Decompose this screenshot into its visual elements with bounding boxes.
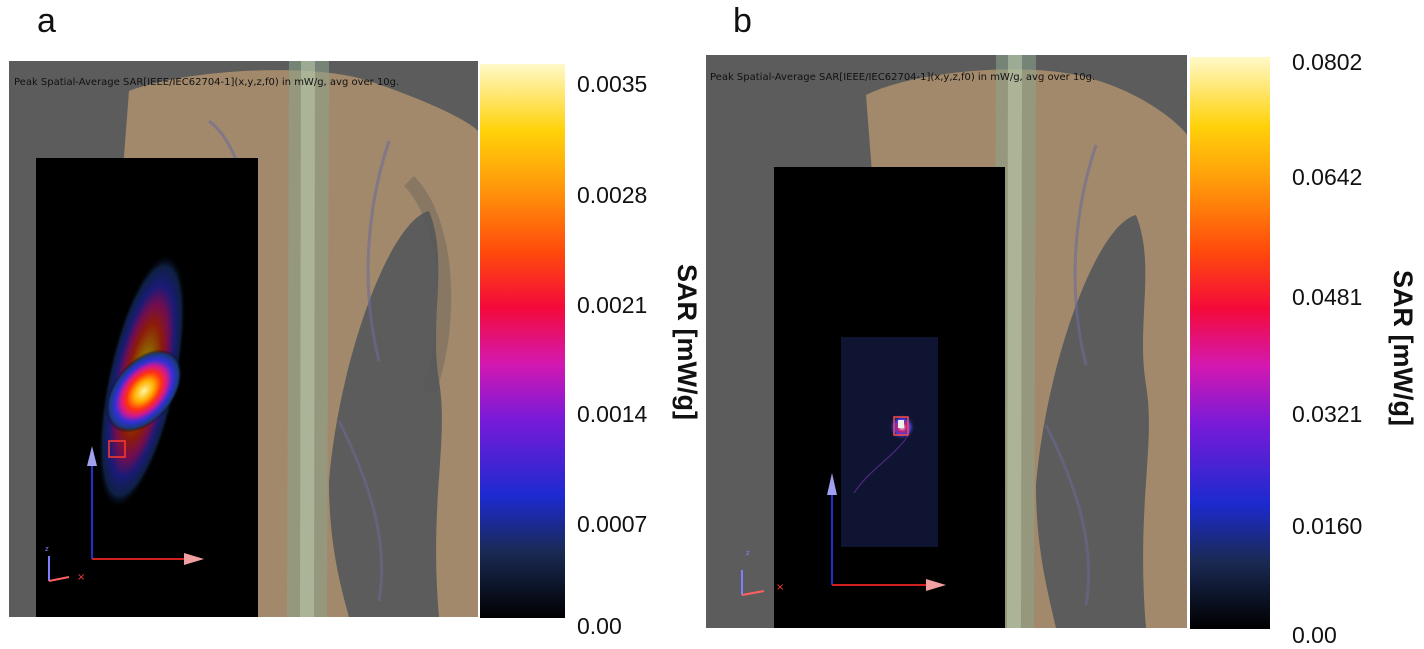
tick-a-5: 0.00: [577, 613, 622, 639]
colorbar-b: [1190, 57, 1270, 629]
colorbar-a: [480, 64, 565, 618]
caption-a: Peak Spatial-Average SAR[IEEE/IEC62704-1…: [14, 77, 400, 88]
unit-label-b: SAR [mW/g]: [1388, 270, 1418, 426]
panel-letter-a: a: [37, 2, 56, 40]
sar-scene-b: z × Peak Spatial-Average SAR[IEEE/IEC627…: [706, 55, 1187, 628]
tick-a-4: 0.0007: [577, 511, 648, 537]
tick-b-1: 0.0642: [1292, 164, 1363, 190]
tick-a-3: 0.0014: [577, 401, 648, 427]
body-render-a: z ×: [9, 61, 478, 617]
panel-letter-b: b: [733, 2, 752, 40]
tick-b-0: 0.0802: [1292, 49, 1363, 75]
body-render-b: z ×: [706, 55, 1187, 628]
svg-text:z: z: [45, 545, 49, 553]
svg-text:×: ×: [77, 572, 85, 583]
unit-label-a: SAR [mW/g]: [672, 264, 702, 420]
tick-a-2: 0.0021: [577, 292, 648, 318]
svg-text:×: ×: [776, 582, 784, 593]
sar-scene-a: z × Peak Spatial-Average SAR[IEEE/IEC627…: [9, 61, 478, 617]
tick-b-4: 0.0160: [1292, 513, 1363, 539]
caption-b: Peak Spatial-Average SAR[IEEE/IEC62704-1…: [710, 72, 1096, 83]
svg-text:z: z: [746, 549, 750, 557]
tick-a-1: 0.0028: [577, 182, 648, 208]
tick-b-2: 0.0481: [1292, 284, 1363, 310]
tick-a-0: 0.0035: [577, 71, 648, 97]
tick-b-3: 0.0321: [1292, 401, 1363, 427]
tick-b-5: 0.00: [1292, 622, 1337, 648]
